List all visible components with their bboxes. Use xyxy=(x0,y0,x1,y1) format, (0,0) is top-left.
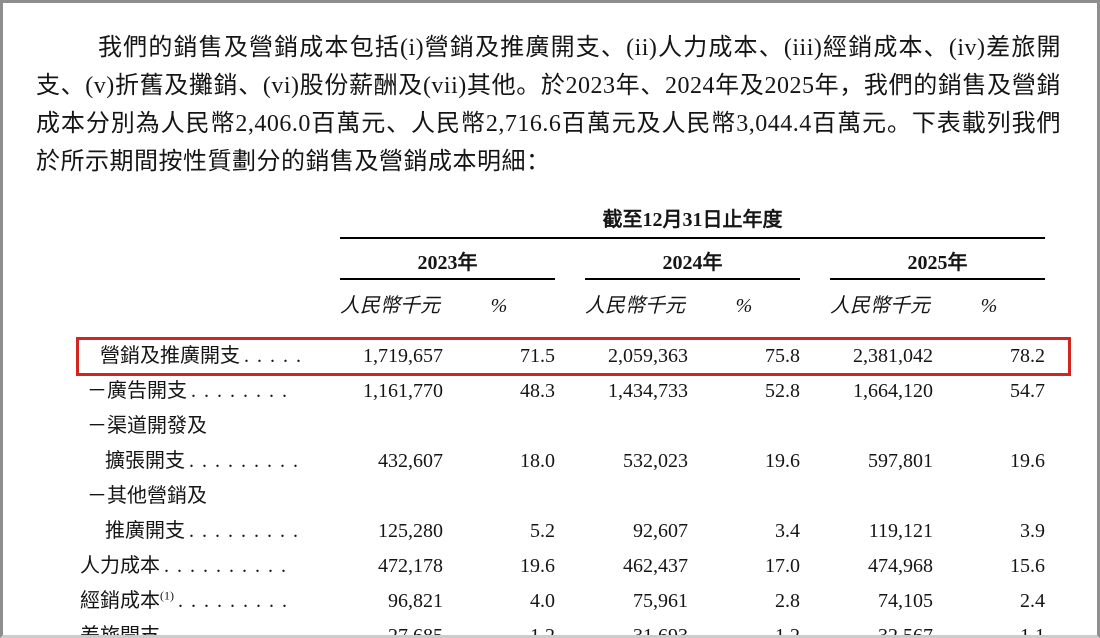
table-row-marketing-promotion: 營銷及推廣開支..... 1,719,657 71.5 2,059,363 75… xyxy=(76,337,1071,376)
year-header-2024: 2024年 xyxy=(585,239,800,280)
value-cell: 472,178 xyxy=(378,555,443,577)
percent-header: % xyxy=(735,295,753,317)
value-cell: 597,801 xyxy=(868,450,933,472)
value-cell: 32,567 xyxy=(878,625,933,638)
value-cell: 474,968 xyxy=(868,555,933,577)
table-row-travel-expense: 差旅開支........... 27,685 1.2 31,693 1.2 32… xyxy=(80,619,1045,638)
percent-cell: 19.6 xyxy=(765,450,800,472)
value-cell: 532,023 xyxy=(623,450,688,472)
value-cell: 1,434,733 xyxy=(608,380,688,402)
table-row-distribution-cost: 經銷成本(1)......... 96,821 4.0 75,961 2.8 7… xyxy=(80,584,1045,619)
row-label: －渠道開發及 xyxy=(87,415,207,437)
table-body: 營銷及推廣開支..... 1,719,657 71.5 2,059,363 75… xyxy=(76,337,1071,638)
percent-header: % xyxy=(490,295,508,317)
table-row-channel-dev-line2: 擴張開支......... 432,607 18.0 532,023 19.6 … xyxy=(80,444,1045,479)
row-label: －廣告開支........ xyxy=(87,380,295,402)
row-label: 人力成本.......... xyxy=(80,555,294,577)
percent-cell: 78.2 xyxy=(1010,345,1045,367)
value-cell: 92,607 xyxy=(633,520,688,542)
value-cell: 27,685 xyxy=(388,625,443,638)
percent-cell: 17.0 xyxy=(765,555,800,577)
value-cell: 2,059,363 xyxy=(608,345,688,367)
row-label: 營銷及推廣開支..... xyxy=(100,345,309,367)
dot-leader: .......... xyxy=(164,555,294,577)
percent-cell: 5.2 xyxy=(530,520,555,542)
table-row-advertising: －廣告開支........ 1,161,770 48.3 1,434,733 5… xyxy=(80,374,1045,409)
percent-cell: 18.0 xyxy=(520,450,555,472)
dot-leader: ........ xyxy=(191,380,295,402)
value-cell: 1,161,770 xyxy=(363,380,443,402)
value-cell: 75,961 xyxy=(633,590,688,612)
percent-cell: 75.8 xyxy=(765,345,800,367)
value-cell: 462,437 xyxy=(623,555,688,577)
percent-cell: 1.2 xyxy=(530,625,555,638)
value-cell: 125,280 xyxy=(378,520,443,542)
unit-header: 人民幣千元 xyxy=(585,295,685,317)
percent-cell: 1.1 xyxy=(1020,625,1045,638)
percent-cell: 48.3 xyxy=(520,380,555,402)
table-row-other-marketing-line2: 推廣開支......... 125,280 5.2 92,607 3.4 119… xyxy=(80,514,1045,549)
cost-breakdown-table: 截至12月31日止年度 2023年 2024年 2025年 人民幣千元 % 人民… xyxy=(76,203,1071,638)
value-cell: 119,121 xyxy=(868,520,933,542)
table-row-other-marketing-line1: －其他營銷及 xyxy=(80,479,1045,514)
year-header-2025: 2025年 xyxy=(830,239,1045,280)
row-label: 經銷成本(1)......... xyxy=(80,588,295,612)
percent-cell: 2.8 xyxy=(775,590,800,612)
value-cell: 1,719,657 xyxy=(363,345,443,367)
row-label: 推廣開支......... xyxy=(105,520,306,542)
percent-header: % xyxy=(980,295,998,317)
percent-cell: 15.6 xyxy=(1010,555,1045,577)
unit-header: 人民幣千元 xyxy=(830,295,930,317)
value-cell: 74,105 xyxy=(878,590,933,612)
table-row-staff-cost: 人力成本.......... 472,178 19.6 462,437 17.0… xyxy=(80,549,1045,584)
percent-cell: 1.2 xyxy=(775,625,800,638)
value-cell: 96,821 xyxy=(388,590,443,612)
dot-leader: ..... xyxy=(244,345,309,367)
dot-leader: ......... xyxy=(178,590,295,612)
table-units-header-row: 人民幣千元 % 人民幣千元 % 人民幣千元 % xyxy=(80,280,1045,318)
percent-cell: 71.5 xyxy=(520,345,555,367)
value-cell: 31,693 xyxy=(633,625,688,638)
table-row-channel-dev-line1: －渠道開發及 xyxy=(80,409,1045,444)
value-cell: 2,381,042 xyxy=(853,345,933,367)
year-header-2023: 2023年 xyxy=(340,239,555,280)
table-period-header-row: 截至12月31日止年度 xyxy=(80,203,1045,239)
percent-cell: 19.6 xyxy=(1010,450,1045,472)
percent-cell: 3.9 xyxy=(1020,520,1045,542)
period-header: 截至12月31日止年度 xyxy=(340,203,1045,239)
percent-cell: 3.4 xyxy=(775,520,800,542)
dot-leader: ........... xyxy=(164,625,307,638)
percent-cell: 52.8 xyxy=(765,380,800,402)
percent-cell: 2.4 xyxy=(1020,590,1045,612)
row-label: －其他營銷及 xyxy=(87,485,207,507)
percent-cell: 54.7 xyxy=(1010,380,1045,402)
footnote-marker: (1) xyxy=(160,588,174,603)
row-label: 差旅開支........... xyxy=(80,619,340,638)
value-cell: 1,664,120 xyxy=(853,380,933,402)
percent-cell: 4.0 xyxy=(530,590,555,612)
intro-paragraph: 我們的銷售及營銷成本包括(i)營銷及推廣開支、(ii)人力成本、(iii)經銷成… xyxy=(36,35,1061,175)
value-cell: 432,607 xyxy=(378,450,443,472)
percent-cell: 19.6 xyxy=(520,555,555,577)
unit-header: 人民幣千元 xyxy=(340,295,440,317)
table-year-header-row: 2023年 2024年 2025年 xyxy=(80,239,1045,280)
dot-leader: ......... xyxy=(189,520,306,542)
dot-leader: ......... xyxy=(189,450,306,472)
row-label: 擴張開支......... xyxy=(105,450,306,472)
